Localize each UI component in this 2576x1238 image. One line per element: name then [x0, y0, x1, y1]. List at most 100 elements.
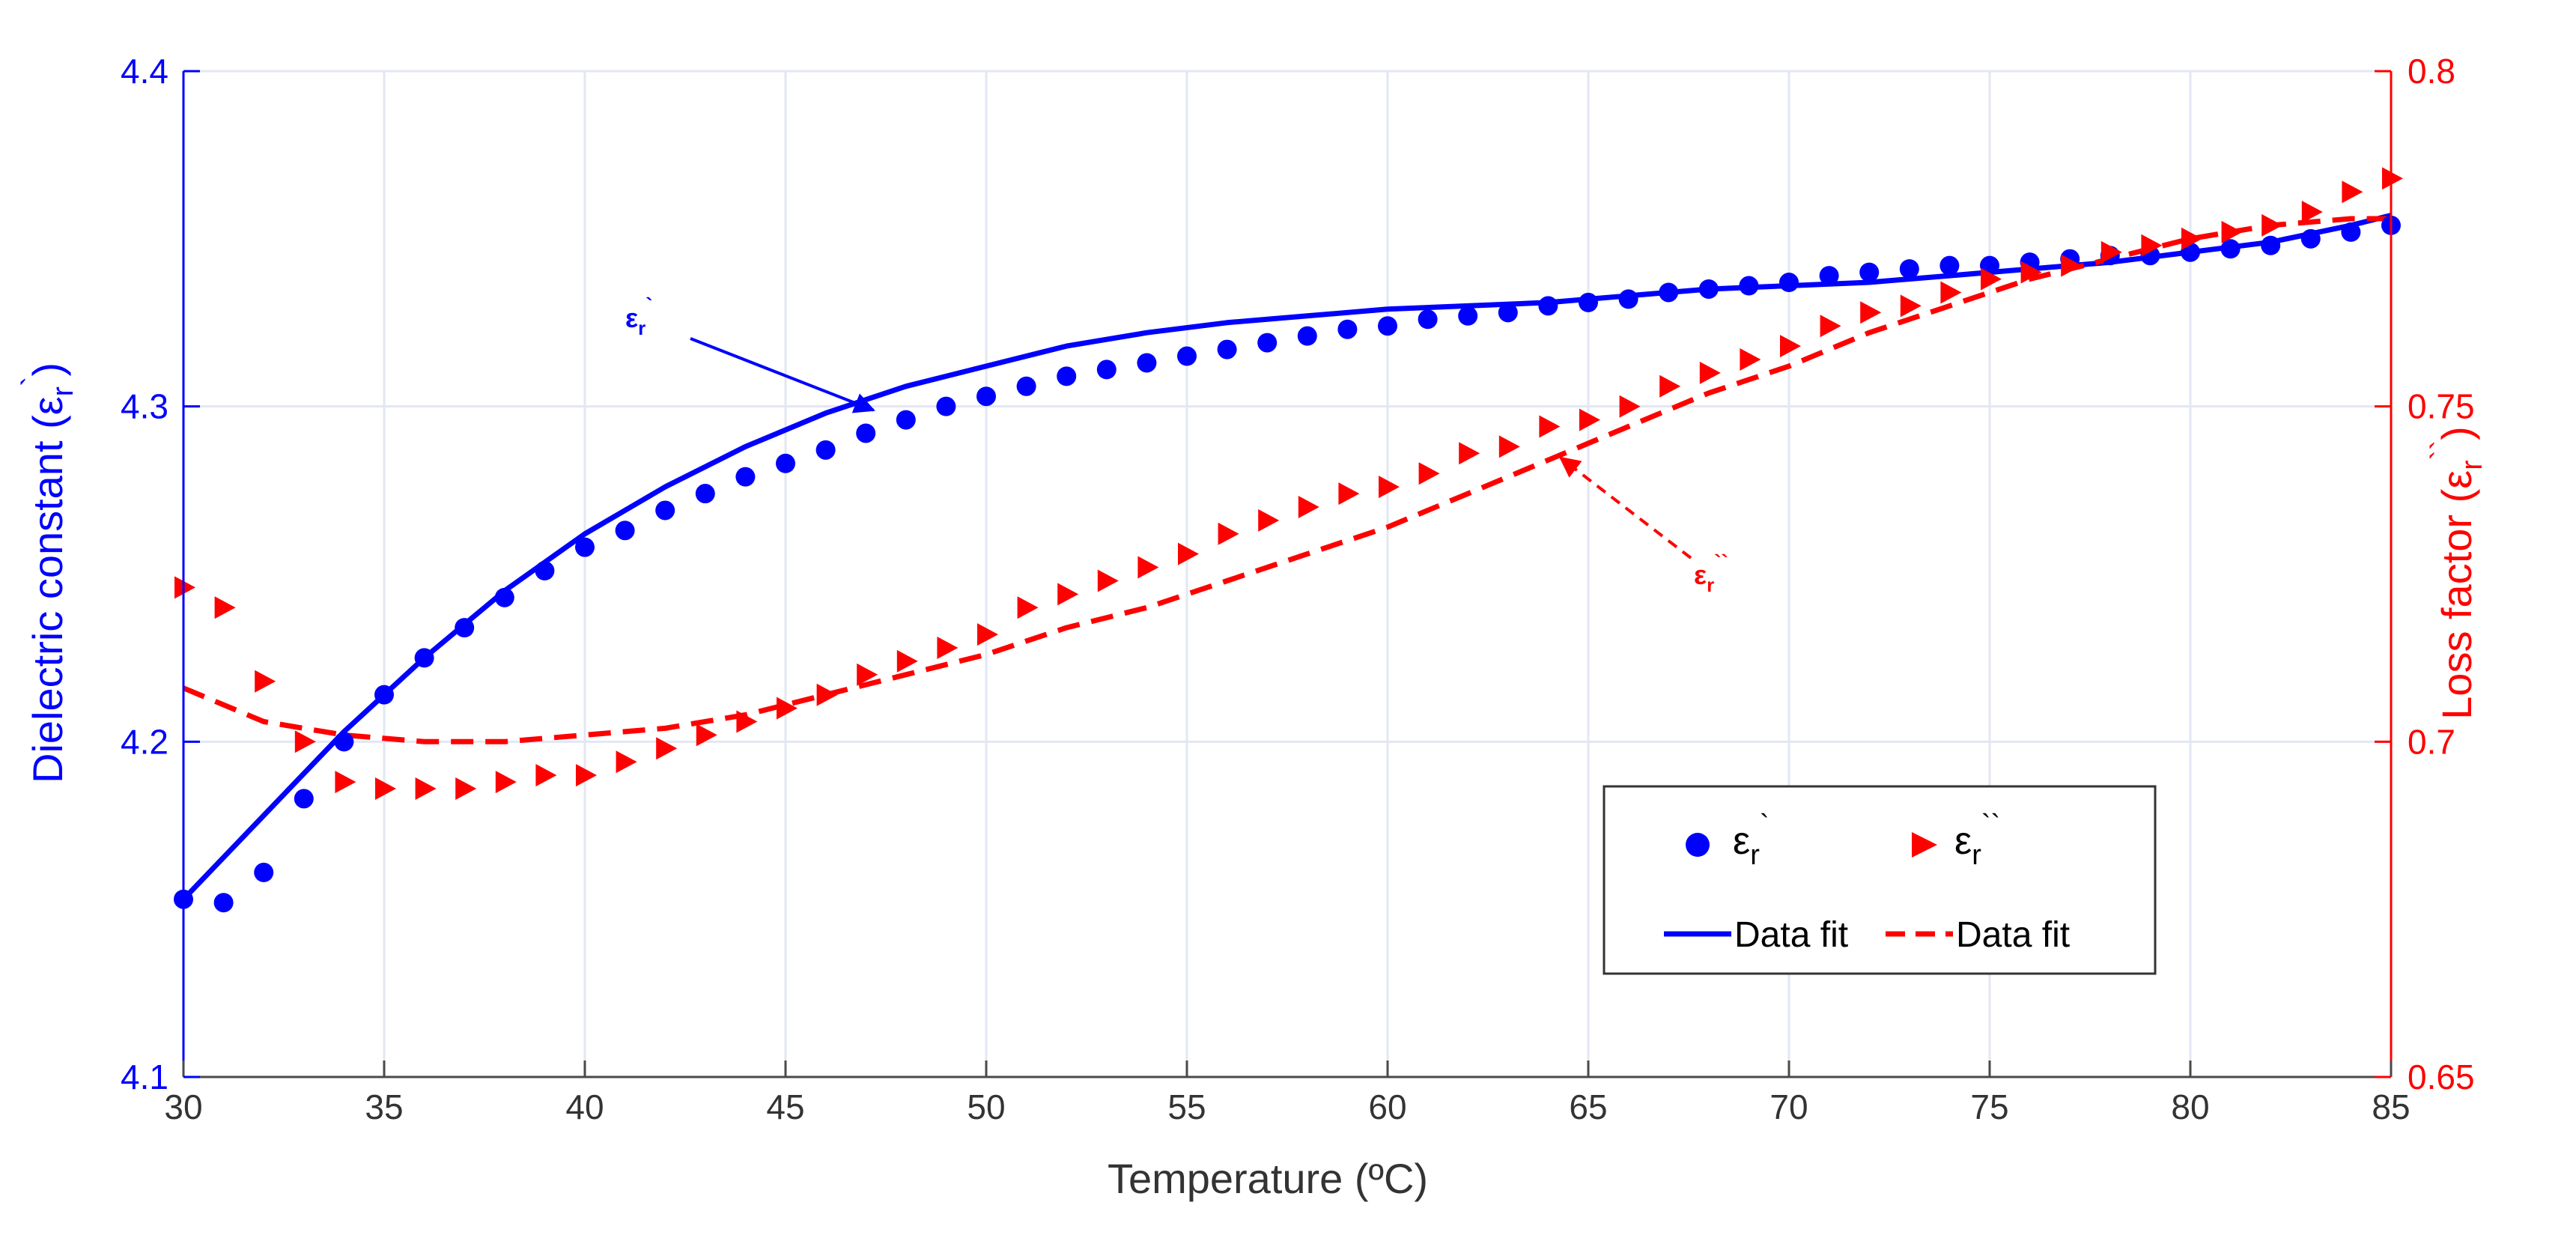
data-point-dielectric-constant: [1137, 353, 1157, 373]
annotation-er-double-prime: εr``: [1558, 456, 1728, 596]
data-point-loss-factor: [255, 670, 276, 693]
y-right-tick-label: 0.7: [2408, 722, 2455, 761]
fit-line-dielectric-constant: [181, 213, 2392, 902]
data-point-dielectric-constant: [1618, 289, 1638, 309]
data-point-loss-factor: [535, 764, 557, 787]
legend-dashed-fit-label: Data fit: [1956, 915, 2070, 955]
x-tick-label: 60: [1368, 1087, 1406, 1126]
legend-box: [1603, 785, 2157, 975]
y-left-tick-label: 4.2: [121, 722, 168, 761]
data-point-dielectric-constant: [535, 561, 555, 581]
x-tick-label: 50: [967, 1087, 1005, 1126]
data-point-dielectric-constant: [334, 732, 354, 752]
data-point-loss-factor: [616, 750, 637, 774]
data-point-dielectric-constant: [1779, 273, 1799, 293]
legend-er-prime-sub: r: [1750, 840, 1760, 871]
data-point-dielectric-constant: [1739, 276, 1759, 296]
x-tick-label: 40: [565, 1087, 604, 1126]
legend-entry-er-double-prime: εr``: [1912, 810, 2000, 871]
data-point-loss-factor: [1900, 294, 1922, 318]
data-point-dielectric-constant: [1217, 339, 1237, 359]
annotation-er-prime-main: ε: [625, 303, 638, 333]
data-point-loss-factor: [294, 730, 316, 753]
data-point-dielectric-constant: [1297, 326, 1317, 346]
data-point-dielectric-constant: [2261, 235, 2281, 255]
annotation-er-prime-sup: `: [645, 294, 652, 317]
data-point-dielectric-constant: [575, 537, 595, 557]
data-point-loss-factor: [977, 623, 998, 646]
legend-er-prime-label: εr`: [1733, 810, 1770, 871]
data-point-dielectric-constant: [213, 893, 234, 913]
data-point-dielectric-constant: [374, 685, 394, 705]
data-point-loss-factor: [214, 596, 236, 619]
x-tick-label: 70: [1770, 1087, 1808, 1126]
data-point-loss-factor: [1740, 348, 1761, 371]
x-tick-label: 45: [766, 1087, 804, 1126]
data-point-loss-factor: [1659, 374, 1681, 398]
data-point-dielectric-constant: [1659, 282, 1679, 303]
data-point-dielectric-constant: [1257, 333, 1278, 353]
data-point-dielectric-constant: [1899, 259, 1919, 279]
data-point-loss-factor: [1539, 415, 1561, 438]
data-point-dielectric-constant: [1819, 266, 1839, 286]
data-point-loss-factor: [1780, 335, 1801, 358]
data-point-dielectric-constant: [2341, 222, 2361, 242]
data-point-loss-factor: [1619, 395, 1641, 418]
data-point-dielectric-constant: [615, 521, 635, 541]
data-point-dielectric-constant: [1498, 303, 1518, 323]
data-point-loss-factor: [2061, 254, 2083, 277]
data-point-dielectric-constant: [1418, 309, 1438, 330]
x-tick-label: 30: [164, 1087, 202, 1126]
data-point-loss-factor: [2261, 213, 2283, 237]
data-point-dielectric-constant: [294, 789, 314, 809]
y-left-tick-label: 4.4: [121, 52, 168, 91]
data-point-dielectric-constant: [1337, 319, 1358, 339]
data-point-loss-factor: [576, 764, 597, 787]
x-tick-label: 75: [1970, 1087, 2008, 1126]
data-point-loss-factor: [1981, 267, 2002, 291]
data-point-loss-factor: [2020, 261, 2042, 284]
data-point-loss-factor: [375, 777, 396, 800]
data-point-loss-factor: [174, 576, 195, 599]
y-left-tick-label: 4.3: [121, 387, 168, 426]
data-point-loss-factor: [1298, 496, 1319, 518]
data-point-loss-factor: [1860, 301, 1882, 324]
annotation-er-double-prime-arrow: [1558, 456, 1692, 559]
legend-er-double-prime-label: εr``: [1954, 810, 2000, 871]
data-point-loss-factor: [2100, 240, 2122, 264]
data-point-dielectric-constant: [1538, 296, 1558, 316]
data-point-dielectric-constant: [655, 500, 675, 521]
legend: εr` εr`` Data fit Data fit: [1603, 785, 2157, 975]
y-axis-right-title: Loss factor (εr``): [2425, 426, 2488, 720]
y-right-title-sup: ``: [2425, 440, 2458, 461]
x-tick-label: 80: [2171, 1087, 2209, 1126]
data-point-loss-factor: [1379, 476, 1400, 499]
data-point-loss-factor: [2301, 201, 2323, 223]
y-left-title-close: ): [24, 362, 71, 377]
data-point-dielectric-constant: [1016, 376, 1036, 396]
data-point-loss-factor: [1579, 408, 1600, 431]
data-point-loss-factor: [415, 777, 437, 800]
x-axis-title: Temperature (ºC): [1108, 1155, 1428, 1202]
legend-er-double-prime-sub: r: [1972, 840, 1981, 871]
annotation-er-double-prime-sup: ``: [1714, 550, 1728, 574]
data-point-dielectric-constant: [735, 467, 756, 487]
legend-triangle-marker: [1912, 832, 1937, 858]
data-point-dielectric-constant: [2300, 228, 2321, 249]
data-point-dielectric-constant: [815, 440, 836, 460]
data-point-loss-factor: [1699, 361, 1721, 384]
data-point-dielectric-constant: [1859, 262, 1880, 282]
data-point-loss-factor: [2181, 227, 2202, 250]
data-point-dielectric-constant: [494, 587, 514, 607]
legend-er-double-prime-main: ε: [1954, 819, 1972, 863]
data-point-dielectric-constant: [1177, 346, 1197, 366]
data-point-dielectric-constant: [776, 453, 795, 473]
data-point-loss-factor: [335, 771, 356, 794]
data-point-loss-factor: [1258, 509, 1280, 532]
legend-entry-er-prime: εr`: [1686, 810, 1770, 871]
data-point-loss-factor: [1820, 315, 1841, 338]
legend-entry-solid-fit: Data fit: [1664, 915, 1848, 955]
data-point-dielectric-constant: [1458, 306, 1478, 326]
data-point-loss-factor: [1218, 522, 1239, 545]
data-point-loss-factor: [495, 771, 517, 794]
